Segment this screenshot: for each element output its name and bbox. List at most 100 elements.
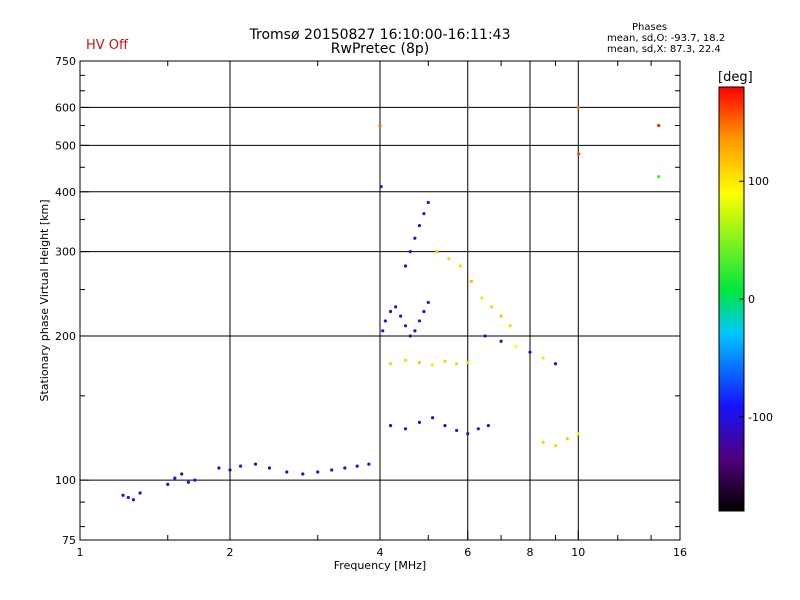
- x-tick-label: 16: [673, 546, 687, 559]
- data-point: [499, 314, 503, 318]
- data-point: [217, 466, 221, 470]
- data-point: [388, 362, 393, 366]
- data-point: [330, 468, 334, 472]
- data-point: [166, 482, 170, 486]
- data-point: [367, 462, 371, 466]
- data-point: [458, 264, 463, 268]
- y-tick-label: 500: [55, 139, 76, 152]
- data-point: [403, 264, 408, 268]
- data-point: [422, 212, 426, 216]
- data-point: [541, 440, 545, 444]
- data-point: [121, 493, 125, 497]
- y-tick-label: 75: [62, 534, 76, 547]
- data-point: [657, 123, 661, 128]
- data-point: [447, 257, 451, 261]
- y-tick-label: 200: [55, 330, 76, 343]
- y-tick-label: 400: [55, 186, 76, 199]
- data-point: [565, 437, 569, 441]
- data-point: [443, 359, 447, 363]
- data-point: [138, 491, 142, 495]
- x-tick-label: 4: [377, 546, 384, 559]
- phases-title: Phases: [632, 22, 668, 33]
- data-point: [399, 314, 403, 318]
- colorbar-label: [deg]: [718, 70, 753, 85]
- data-point: [426, 300, 430, 305]
- data-point: [426, 200, 430, 205]
- colorbar-tick-label: -100: [748, 411, 773, 424]
- data-point: [403, 358, 408, 362]
- data-point: [483, 334, 487, 338]
- chart-subtitle: RwPretec (8p): [330, 41, 430, 57]
- data-point: [379, 185, 383, 189]
- data-point: [417, 420, 422, 424]
- data-point: [553, 444, 558, 448]
- colorbar-tick-label: 0: [748, 293, 755, 306]
- data-point: [435, 250, 439, 254]
- data-point: [480, 296, 484, 300]
- data-point: [413, 236, 417, 240]
- data-point: [267, 466, 272, 470]
- data-point: [657, 175, 661, 179]
- data-point: [413, 329, 417, 333]
- data-point: [228, 468, 232, 472]
- data-point: [403, 427, 408, 431]
- data-point: [417, 319, 422, 323]
- data-point: [576, 105, 580, 110]
- data-point: [508, 324, 512, 328]
- data-point: [383, 319, 387, 323]
- data-point: [455, 428, 459, 433]
- y-tick-label: 100: [55, 474, 76, 487]
- data-point: [131, 498, 136, 502]
- data-point: [514, 345, 518, 349]
- data-point: [408, 250, 412, 254]
- chart-title: Tromsø 20150827 16:10:00-16:11:43: [249, 27, 511, 43]
- colorbar-tick-label: 100: [748, 175, 769, 188]
- y-tick-label: 600: [55, 101, 76, 114]
- data-point: [430, 416, 435, 420]
- data-point: [355, 464, 359, 468]
- phases-x-stats: mean, sd,X: 87.3, 22.4: [607, 44, 721, 55]
- data-point: [316, 470, 320, 474]
- data-point: [394, 305, 398, 309]
- data-point: [528, 350, 532, 354]
- data-point: [378, 123, 382, 128]
- data-point: [193, 478, 197, 482]
- data-point: [285, 470, 289, 474]
- data-point: [443, 423, 447, 428]
- data-point: [381, 329, 385, 333]
- x-tick-label: 1: [77, 546, 84, 559]
- x-tick-label: 6: [464, 546, 471, 559]
- data-point: [553, 362, 558, 366]
- data-point: [490, 305, 494, 309]
- data-point: [469, 279, 473, 283]
- x-tick-label: 2: [227, 546, 234, 559]
- data-point: [388, 309, 393, 314]
- data-point: [126, 495, 130, 500]
- data-point: [455, 362, 459, 366]
- y-axis-label: Stationary phase Virtual Height [km]: [38, 199, 51, 401]
- phases-o-stats: mean, sd,O: -93.7, 18.2: [607, 33, 726, 44]
- data-point: [486, 423, 490, 428]
- data-point: [576, 432, 580, 436]
- data-point: [173, 476, 177, 480]
- data-point: [466, 432, 470, 436]
- data-point: [541, 356, 545, 360]
- data-point: [238, 464, 243, 468]
- data-point: [301, 472, 305, 476]
- data-point: [253, 462, 258, 466]
- data-point: [186, 480, 190, 484]
- data-point: [476, 427, 480, 431]
- x-axis-label: Frequency [MHz]: [334, 559, 426, 572]
- hv-status-label: HV Off: [86, 38, 128, 53]
- data-point: [180, 472, 184, 476]
- y-tick-label: 750: [55, 55, 76, 68]
- data-point: [499, 339, 503, 343]
- data-point: [408, 334, 412, 338]
- data-point: [422, 309, 426, 314]
- data-point: [417, 223, 422, 228]
- data-point: [577, 152, 581, 156]
- data-point: [343, 466, 347, 470]
- data-point: [403, 324, 408, 328]
- data-point: [388, 423, 393, 428]
